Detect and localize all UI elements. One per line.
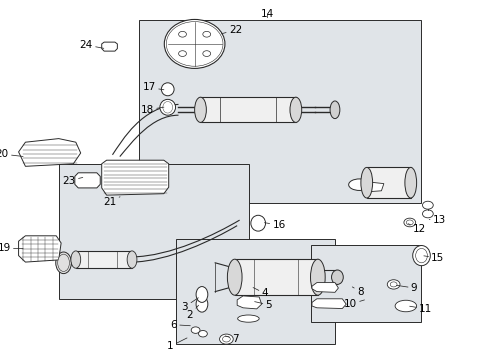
Bar [176, 239, 334, 344]
Ellipse shape [412, 246, 429, 266]
Polygon shape [237, 296, 261, 309]
Polygon shape [311, 299, 346, 309]
Ellipse shape [404, 167, 416, 198]
Text: 11: 11 [409, 304, 431, 314]
Ellipse shape [331, 270, 343, 284]
Bar [76, 251, 132, 268]
Bar [59, 164, 249, 299]
Ellipse shape [58, 254, 69, 271]
Polygon shape [311, 283, 338, 292]
Ellipse shape [329, 101, 339, 118]
Circle shape [219, 334, 233, 344]
Circle shape [389, 282, 396, 287]
Polygon shape [102, 42, 117, 51]
Circle shape [198, 330, 207, 337]
Text: 12: 12 [407, 224, 426, 234]
Ellipse shape [127, 251, 137, 268]
Circle shape [422, 210, 432, 218]
Circle shape [178, 51, 186, 57]
Text: 18: 18 [141, 105, 163, 115]
Ellipse shape [71, 251, 81, 268]
Text: 9: 9 [396, 283, 417, 293]
Ellipse shape [196, 287, 207, 302]
Text: 13: 13 [428, 215, 445, 225]
Text: 4: 4 [253, 288, 268, 298]
Text: 21: 21 [103, 197, 120, 207]
Circle shape [222, 336, 230, 342]
Text: 22: 22 [221, 25, 242, 35]
Ellipse shape [289, 97, 301, 122]
Polygon shape [19, 236, 61, 262]
Circle shape [203, 51, 210, 57]
Polygon shape [75, 173, 100, 188]
Ellipse shape [310, 259, 325, 295]
Circle shape [178, 31, 186, 37]
Bar [234, 259, 317, 295]
Polygon shape [365, 182, 383, 192]
Circle shape [406, 220, 412, 225]
Text: 24: 24 [80, 40, 103, 50]
Circle shape [203, 31, 210, 37]
Text: 15: 15 [423, 253, 444, 263]
Text: 6: 6 [170, 320, 190, 330]
Bar [310, 245, 420, 322]
Text: 17: 17 [142, 82, 163, 93]
Text: 20: 20 [0, 149, 23, 159]
Circle shape [386, 280, 399, 289]
Text: 5: 5 [254, 300, 272, 310]
Ellipse shape [394, 300, 416, 312]
Ellipse shape [160, 99, 175, 115]
Bar [139, 20, 420, 203]
Bar [366, 167, 410, 198]
Text: 14: 14 [260, 9, 274, 19]
Ellipse shape [161, 83, 174, 96]
Circle shape [403, 218, 415, 227]
Text: 16: 16 [264, 220, 285, 230]
Ellipse shape [237, 315, 259, 322]
Text: 7: 7 [225, 334, 239, 344]
Circle shape [191, 327, 200, 333]
Ellipse shape [415, 248, 427, 263]
Text: 8: 8 [351, 287, 363, 297]
Circle shape [422, 201, 432, 209]
Ellipse shape [360, 167, 372, 198]
Ellipse shape [250, 215, 265, 231]
Ellipse shape [166, 22, 223, 66]
Text: 23: 23 [62, 176, 82, 186]
Ellipse shape [163, 102, 172, 113]
Polygon shape [19, 139, 81, 166]
Bar [200, 97, 295, 122]
Text: 1: 1 [166, 338, 186, 351]
Text: 10: 10 [343, 299, 364, 309]
Ellipse shape [194, 97, 206, 122]
Ellipse shape [227, 259, 242, 295]
Polygon shape [102, 160, 168, 195]
Ellipse shape [196, 296, 207, 312]
Text: 19: 19 [0, 243, 23, 253]
Ellipse shape [348, 179, 369, 190]
Ellipse shape [56, 252, 71, 274]
Text: 3: 3 [181, 298, 198, 312]
Text: 2: 2 [186, 305, 198, 320]
Ellipse shape [164, 19, 224, 68]
